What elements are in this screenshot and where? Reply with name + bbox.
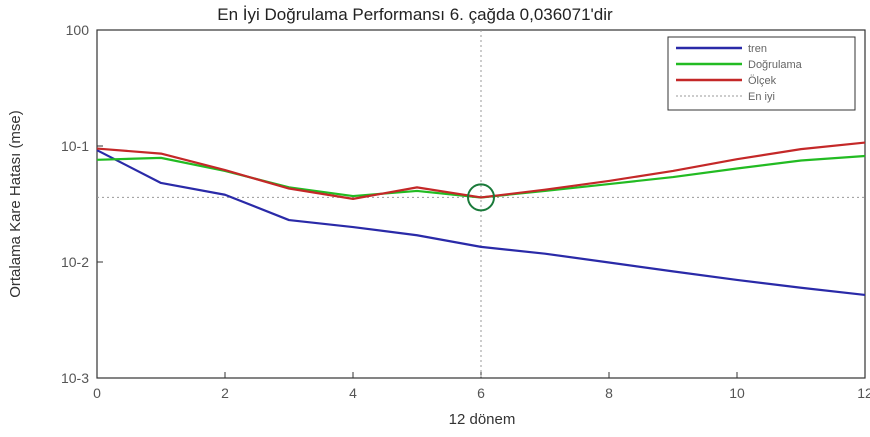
x-tick-label: 8	[605, 385, 613, 401]
x-tick-label: 4	[349, 385, 357, 401]
y-tick-label: 100	[66, 22, 90, 38]
axis-ticks: 0 2 4 6 8 10 12 100 10-1 10-2 10-3	[61, 22, 870, 401]
chart-title: En İyi Doğrulama Performansı 6. çağda 0,…	[217, 5, 613, 24]
y-axis-label: Ortalama Kare Hatası (mse)	[7, 110, 24, 298]
series-lines	[96, 141, 866, 297]
legend-label: Doğrulama	[748, 59, 803, 71]
x-tick-label: 0	[93, 385, 101, 401]
best-point-marker	[467, 183, 495, 212]
best-reference-lines	[97, 30, 865, 378]
legend-label: Ölçek	[748, 75, 777, 87]
x-axis-label: 12 dönem	[449, 411, 516, 428]
x-tick-label: 6	[477, 385, 485, 401]
x-tick-label: 10	[729, 385, 745, 401]
legend-label: tren	[748, 43, 767, 55]
legend: tren Doğrulama Ölçek En iyi	[667, 36, 856, 111]
y-tick-label: 10-3	[61, 370, 89, 386]
x-tick-label: 12	[857, 385, 870, 401]
series-line-2	[96, 141, 866, 200]
y-tick-label: 10-2	[61, 254, 89, 270]
y-tick-label: 10-1	[61, 138, 89, 154]
series-line-0	[96, 149, 866, 297]
x-tick-label: 2	[221, 385, 229, 401]
legend-label: En iyi	[748, 91, 775, 103]
